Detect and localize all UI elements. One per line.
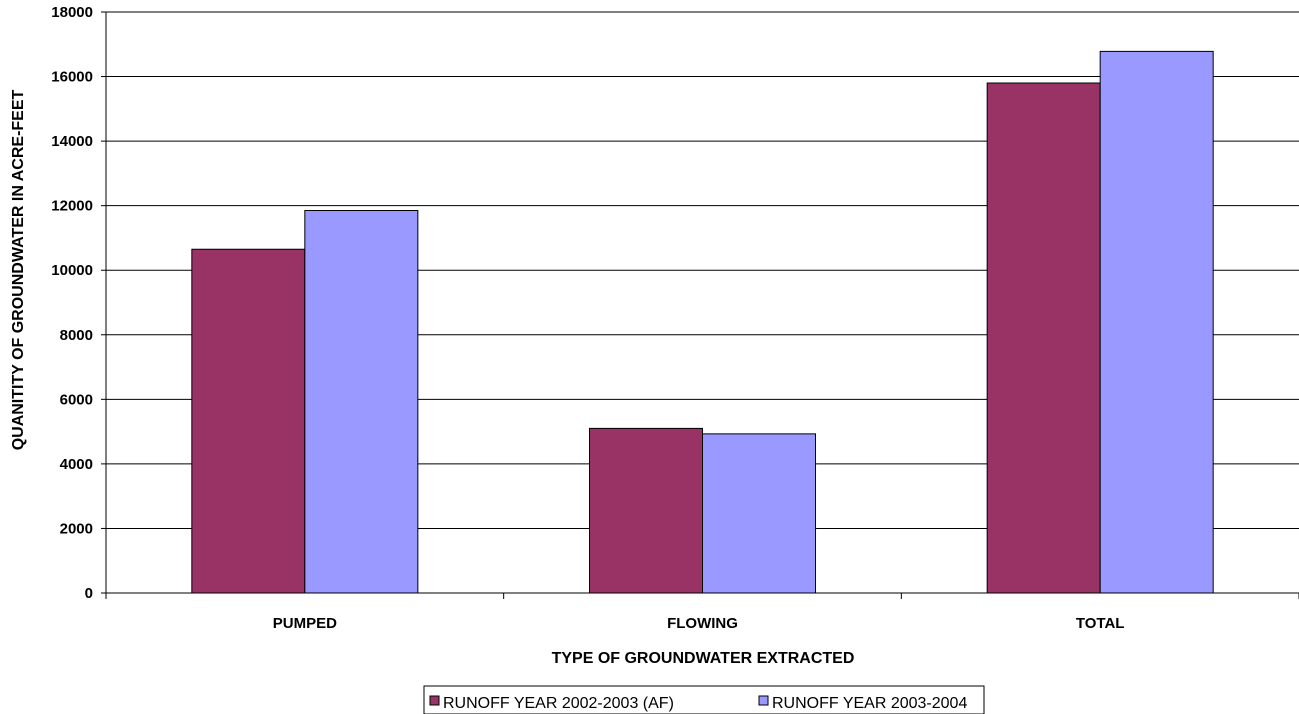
legend-swatch-series-2: [758, 695, 769, 706]
bar-pumped-series-1: [191, 248, 306, 594]
y-tick-label: 8000: [60, 327, 93, 344]
legend-label-series-2: RUNOFF YEAR 2003-2004: [772, 695, 967, 712]
legend-label-series-1: RUNOFF YEAR 2002-2003 (AF): [443, 695, 674, 712]
bar-total-series-2: [1099, 50, 1214, 594]
axes: [101, 11, 1299, 599]
bar-flowing-series-2: [702, 433, 816, 594]
y-tick-label: 12000: [51, 198, 93, 215]
y-tick-label: 18000: [51, 4, 93, 21]
x-axis-title: TYPE OF GROUNDWATER EXTRACTED: [552, 650, 855, 667]
bar-flowing-series-1: [589, 427, 703, 594]
y-tick-label: 4000: [60, 456, 93, 473]
x-tick-labels: PUMPED FLOWING TOTAL: [273, 615, 1125, 632]
y-tick-labels: 0 2000 4000 6000 8000 10000 12000 14000 16000 180…: [51, 4, 93, 602]
y-tick-label: 16000: [51, 69, 93, 86]
bar-pumped-series-2: [304, 210, 419, 594]
legend-swatch-series-1: [429, 695, 440, 706]
x-tick-label: TOTAL: [1076, 615, 1125, 632]
y-tick-label: 2000: [60, 520, 93, 537]
y-tick-label: 6000: [60, 391, 93, 408]
x-tick-label: PUMPED: [273, 615, 337, 632]
y-axis-title: QUANITITY OF GROUNDWATER IN ACRE-FEET: [10, 89, 27, 450]
legend-box: [423, 685, 985, 714]
legend: RUNOFF YEAR 2002-2003 (AF) RUNOFF YEAR 2…: [423, 685, 985, 714]
bars: [191, 50, 1214, 594]
x-tick-label: FLOWING: [667, 615, 738, 632]
y-tick-label: 10000: [51, 262, 93, 279]
y-tick-label: 0: [85, 585, 93, 602]
bar-total-series-1: [986, 82, 1101, 594]
y-tick-label: 14000: [51, 133, 93, 150]
